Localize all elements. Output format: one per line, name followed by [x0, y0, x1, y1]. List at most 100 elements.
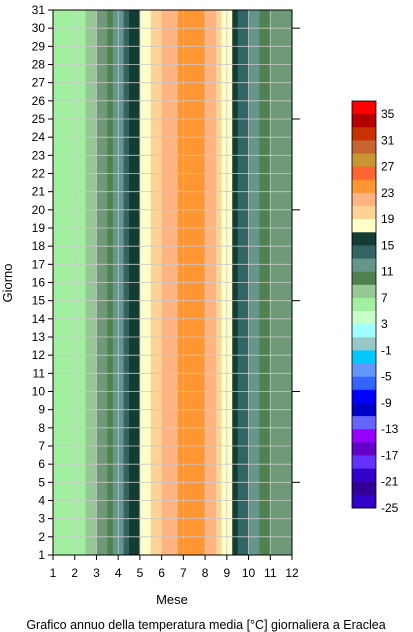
- y-tick-label: 19: [32, 221, 46, 235]
- colorbar-swatch: [352, 455, 376, 470]
- colorbar-label: 31: [381, 133, 395, 147]
- colorbar-label: 19: [381, 212, 395, 226]
- y-tick-label: 7: [38, 439, 45, 453]
- colorbar-swatch: [352, 258, 376, 273]
- colorbar-swatch: [352, 442, 376, 456]
- colorbar-label: 11: [381, 265, 394, 279]
- colorbar-label: -17: [381, 448, 399, 462]
- colorbar-swatch: [352, 127, 376, 141]
- y-tick-label: 18: [32, 239, 46, 253]
- colorbar-swatch: [352, 337, 376, 351]
- colorbar-swatch: [352, 468, 376, 483]
- y-tick-label: 25: [32, 112, 46, 126]
- y-tick-label: 29: [32, 39, 46, 53]
- y-tick-label: 14: [32, 312, 46, 326]
- colorbar-label: -1: [381, 343, 392, 357]
- y-tick-label: 4: [38, 494, 45, 508]
- colorbar-swatch: [352, 219, 376, 233]
- colorbar-swatch: [352, 494, 376, 509]
- y-tick-label: 31: [32, 3, 46, 17]
- colorbar-swatch: [352, 166, 376, 181]
- x-tick-label: 1: [50, 566, 57, 580]
- colorbar-swatch: [352, 206, 376, 220]
- y-tick-label: 9: [38, 403, 45, 417]
- colorbar-label: 15: [381, 238, 395, 252]
- colorbar-label: -21: [381, 475, 399, 489]
- colorbar-swatch: [352, 271, 376, 286]
- y-tick-label: 2: [38, 530, 45, 544]
- y-axis-label: Giorno: [0, 263, 15, 302]
- colorbar-frame: [351, 100, 377, 509]
- y-tick-label: 10: [32, 385, 46, 399]
- colorbar-swatch: [352, 179, 376, 194]
- colorbar-swatch: [352, 350, 376, 364]
- colorbar-swatch: [352, 376, 376, 391]
- colorbar-swatch: [352, 284, 376, 299]
- colorbar-swatch: [352, 297, 376, 312]
- y-tick-label: 22: [32, 167, 46, 181]
- colorbar-label: 27: [381, 160, 395, 174]
- y-tick-label: 23: [32, 148, 46, 162]
- y-tick-label: 27: [32, 76, 46, 90]
- y-axis-ticks: 1234567891011121314151617181920212223242…: [32, 3, 53, 562]
- colorbar-swatch: [352, 101, 376, 115]
- y-tick-label: 21: [32, 185, 46, 199]
- colorbar-label: 23: [381, 186, 395, 200]
- colorbar-swatch: [352, 402, 376, 417]
- colorbar-swatch: [352, 324, 376, 338]
- y-tick-label: 12: [32, 348, 46, 362]
- colorbar-swatch: [352, 481, 376, 496]
- colorbar-label: -5: [381, 370, 392, 384]
- y-tick-label: 30: [32, 21, 46, 35]
- colorbar-swatch: [352, 311, 376, 325]
- x-tick-label: 4: [115, 566, 122, 580]
- y-tick-label: 16: [32, 276, 46, 290]
- colorbar-label: 3: [381, 317, 388, 331]
- y-tick-label: 26: [32, 94, 46, 108]
- chart-title: Grafico annuo della temperatura media [°…: [26, 618, 385, 632]
- y-tick-label: 20: [32, 203, 46, 217]
- colorbar-label: -25: [381, 501, 399, 515]
- y-tick-label: 17: [32, 257, 46, 271]
- x-tick-label: 5: [137, 566, 144, 580]
- colorbar-label: -13: [381, 422, 399, 436]
- colorbar-swatch: [352, 114, 376, 128]
- y-tick-label: 15: [32, 294, 46, 308]
- colorbar-legend: 35 31 27 23 19 15 11 7 3 -1 -5 -9 -13 -17 -21 -25: [351, 100, 399, 515]
- colorbar-label: 7: [381, 291, 388, 305]
- y-tick-label: 28: [32, 58, 46, 72]
- y-tick-label: 13: [32, 330, 46, 344]
- y-tick-label: 1: [38, 548, 45, 562]
- y-tick-label: 8: [38, 421, 45, 435]
- y-tick-label: 11: [33, 366, 46, 380]
- y-tick-label: 3: [38, 512, 45, 526]
- y-tick-label: 24: [32, 130, 46, 144]
- colorbar-swatch: [352, 363, 376, 378]
- x-tick-label: 7: [180, 566, 187, 580]
- x-tick-label: 8: [202, 566, 209, 580]
- x-tick-label: 11: [264, 566, 277, 580]
- x-tick-label: 9: [223, 566, 230, 580]
- colorbar-swatch: [352, 232, 376, 246]
- right-axis-ticks: [292, 27, 300, 483]
- colorbar-label: 35: [381, 107, 395, 121]
- colorbar-swatch: [352, 192, 376, 207]
- colorbar-swatch: [352, 153, 376, 168]
- y-tick-label: 5: [38, 475, 45, 489]
- x-tick-label: 10: [242, 566, 256, 580]
- colorbar-swatch: [352, 140, 376, 154]
- x-axis-label: Mese: [156, 592, 188, 607]
- x-tick-label: 6: [158, 566, 165, 580]
- colorbar-label: -9: [381, 396, 392, 410]
- colorbar-swatch: [352, 416, 376, 430]
- x-tick-label: 12: [285, 566, 299, 580]
- y-tick-label: 6: [38, 457, 45, 471]
- x-axis-ticks: 1 2 3 4 5 6 7 8 9 10 11 12: [50, 555, 299, 580]
- colorbar-swatch: [352, 245, 376, 259]
- x-tick-label: 2: [71, 566, 78, 580]
- colorbar-swatch: [352, 389, 376, 404]
- x-tick-label: 3: [93, 566, 100, 580]
- colorbar-swatch: [352, 429, 376, 443]
- plot-area: 1 2 3 4 5 6 7 8 9 10 11 12 123456789101112131415161…: [32, 3, 300, 580]
